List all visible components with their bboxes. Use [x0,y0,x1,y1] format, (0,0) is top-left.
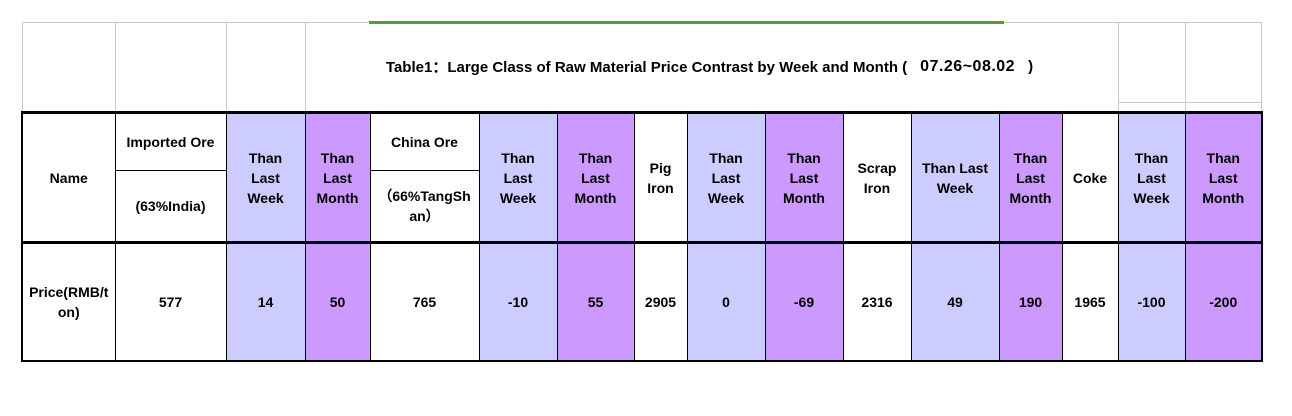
cell-scrap-iron-month: 190 [998,241,1063,361]
gridline [226,22,227,111]
cell-china-ore-week: -10 [478,241,558,361]
gridline [115,22,116,111]
gridline [305,22,306,111]
table-title-date-range: 07.26~08.02 [920,57,1016,75]
gridline [1118,102,1262,103]
table-title-close-paren: ) [1028,58,1034,75]
green-divider-line [369,21,1004,24]
row-label-price: Price(RMB/ton) [21,241,116,361]
table-title: Table1：Large Class of Raw Material Price… [306,22,1113,111]
header-than-last-month: Than Last Month [1184,111,1263,243]
header-than-last-week: Than Last Week [686,111,766,243]
header-imported-ore-spec: (63%India) [114,170,227,243]
header-china-ore-spec: （66%TangShan） [369,170,480,243]
cell-scrap-iron-price: 2316 [842,241,912,361]
header-than-last-month: Than Last Month [304,111,371,243]
cell-imported-ore-month: 50 [304,241,371,361]
header-pig-iron: Pig Iron [633,111,688,243]
gridline [22,22,23,111]
header-imported-ore: Imported Ore [114,111,227,171]
cell-china-ore-month: 55 [556,241,635,361]
cell-imported-ore-price: 577 [114,241,227,361]
header-scrap-iron: Scrap Iron [842,111,912,243]
cell-coke-week: -100 [1117,241,1186,361]
cell-pig-iron-price: 2905 [633,241,688,361]
header-than-last-week: Than Last Week [910,111,1000,243]
gridline [1118,22,1119,111]
header-name: Name [21,111,116,243]
gridline [1185,22,1186,111]
header-than-last-week: Than Last Week [225,111,306,243]
gridline [1261,22,1262,111]
cell-coke-month: -200 [1184,241,1263,361]
header-than-last-week: Than Last Week [1117,111,1186,243]
header-than-last-month: Than Last Month [556,111,635,243]
table-title-text: Table1：Large Class of Raw Material Price… [385,59,908,76]
header-than-last-week: Than Last Week [478,111,558,243]
cell-pig-iron-week: 0 [686,241,766,361]
header-coke: Coke [1061,111,1119,243]
cell-china-ore-price: 765 [369,241,480,361]
cell-imported-ore-week: 14 [225,241,306,361]
header-than-last-month: Than Last Month [764,111,844,243]
cell-scrap-iron-week: 49 [910,241,1000,361]
header-than-last-month: Than Last Month [998,111,1063,243]
cell-pig-iron-month: -69 [764,241,844,361]
raw-material-price-table: Name Imported Ore Than Last Week Than La… [21,111,1263,362]
cell-coke-price: 1965 [1061,241,1119,361]
header-china-ore: China Ore [369,111,480,171]
